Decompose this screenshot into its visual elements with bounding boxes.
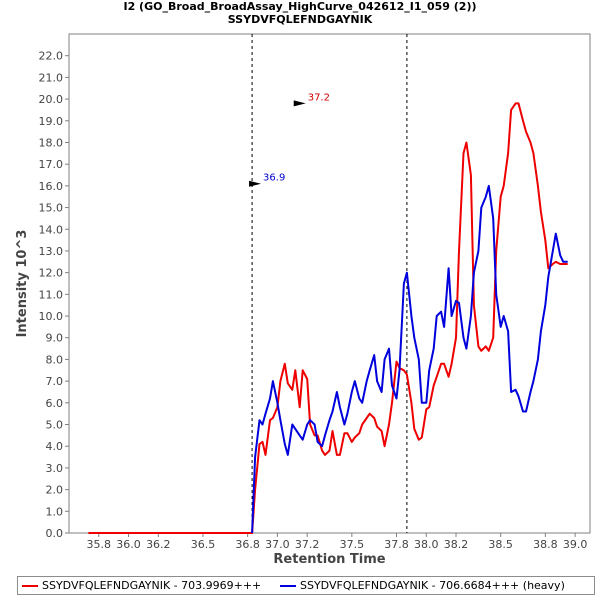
peak-label: 37.2 xyxy=(308,92,330,103)
series-line-light xyxy=(88,102,568,534)
legend-label-heavy: SSYDVFQLEFNDGAYNIK - 706.6684+++ (heavy) xyxy=(300,579,565,592)
y-tick-label: 14.0 xyxy=(39,223,64,236)
x-tick-label: 36.2 xyxy=(146,538,171,551)
x-axis-label: Retention Time xyxy=(273,552,385,567)
x-tick-label: 38.5 xyxy=(488,538,513,551)
x-tick-label: 39.0 xyxy=(563,538,588,551)
y-tick-label: 1.0 xyxy=(46,505,64,518)
chart-canvas: 0.0 1.0 2.0 3.0 4.0 5.0 6.0 7.0 8.0 9.0 10.0 11.0 12… xyxy=(15,33,591,567)
x-tick-label: 38.0 xyxy=(414,538,439,551)
y-tick-label: 22.0 xyxy=(39,50,64,63)
x-tick-label: 36.0 xyxy=(116,538,141,551)
y-tick-label: 5.0 xyxy=(46,419,64,432)
legend: SSYDVFQLEFNDGAYNIK - 703.9969+++ SSYDVFQ… xyxy=(17,576,595,595)
peak-label: 36.9 xyxy=(263,173,285,184)
y-tick-label: 12.0 xyxy=(39,267,64,280)
y-tick-label: 7.0 xyxy=(46,375,64,388)
legend-label-light: SSYDVFQLEFNDGAYNIK - 703.9969+++ xyxy=(42,579,262,592)
legend-swatch-light xyxy=(22,585,38,587)
y-tick-label: 21.0 xyxy=(39,71,64,84)
x-tick-label: 37.8 xyxy=(384,538,409,551)
y-tick-label: 15.0 xyxy=(39,202,64,215)
x-tick-label: 36.8 xyxy=(235,538,260,551)
chart-subtitle: SSYDVFQLEFNDGAYNIK xyxy=(227,13,373,26)
x-tick-label: 37.2 xyxy=(295,538,320,551)
y-tick-label: 18.0 xyxy=(39,136,64,149)
y-tick-label: 16.0 xyxy=(39,180,64,193)
y-tick-label: 13.0 xyxy=(39,245,64,258)
y-tick-label: 6.0 xyxy=(46,397,64,410)
y-axis-label: Intensity 10^3 xyxy=(15,230,30,338)
x-tick-label: 37.0 xyxy=(265,538,290,551)
y-tick-label: 11.0 xyxy=(39,288,64,301)
y-tick-label: 8.0 xyxy=(46,353,64,366)
peak-marker xyxy=(249,180,262,187)
y-tick-label: 9.0 xyxy=(46,332,64,345)
y-tick-label: 3.0 xyxy=(46,462,64,475)
chart-title: I2 (GO_Broad_BroadAssay_HighCurve_042612… xyxy=(123,0,477,13)
legend-swatch-heavy xyxy=(280,585,296,587)
y-tick-label: 2.0 xyxy=(46,484,64,497)
y-tick-label: 17.0 xyxy=(39,158,64,171)
y-tick-label: 0.0 xyxy=(46,527,64,540)
x-tick-label: 38.8 xyxy=(533,538,558,551)
peak-marker xyxy=(293,100,306,107)
legend-item-light: SSYDVFQLEFNDGAYNIK - 703.9969+++ xyxy=(22,579,261,592)
y-tick-label: 4.0 xyxy=(46,440,64,453)
series-line-heavy xyxy=(251,184,568,534)
y-tick-label: 19.0 xyxy=(39,115,64,128)
x-tick-label: 37.5 xyxy=(340,538,365,551)
y-tick-label: 20.0 xyxy=(39,93,64,106)
x-tick-label: 35.8 xyxy=(87,538,112,551)
legend-item-heavy: SSYDVFQLEFNDGAYNIK - 706.6684+++ (heavy) xyxy=(280,579,565,592)
y-tick-label: 10.0 xyxy=(39,310,64,323)
x-tick-label: 36.5 xyxy=(191,538,216,551)
x-tick-label: 38.2 xyxy=(444,538,469,551)
